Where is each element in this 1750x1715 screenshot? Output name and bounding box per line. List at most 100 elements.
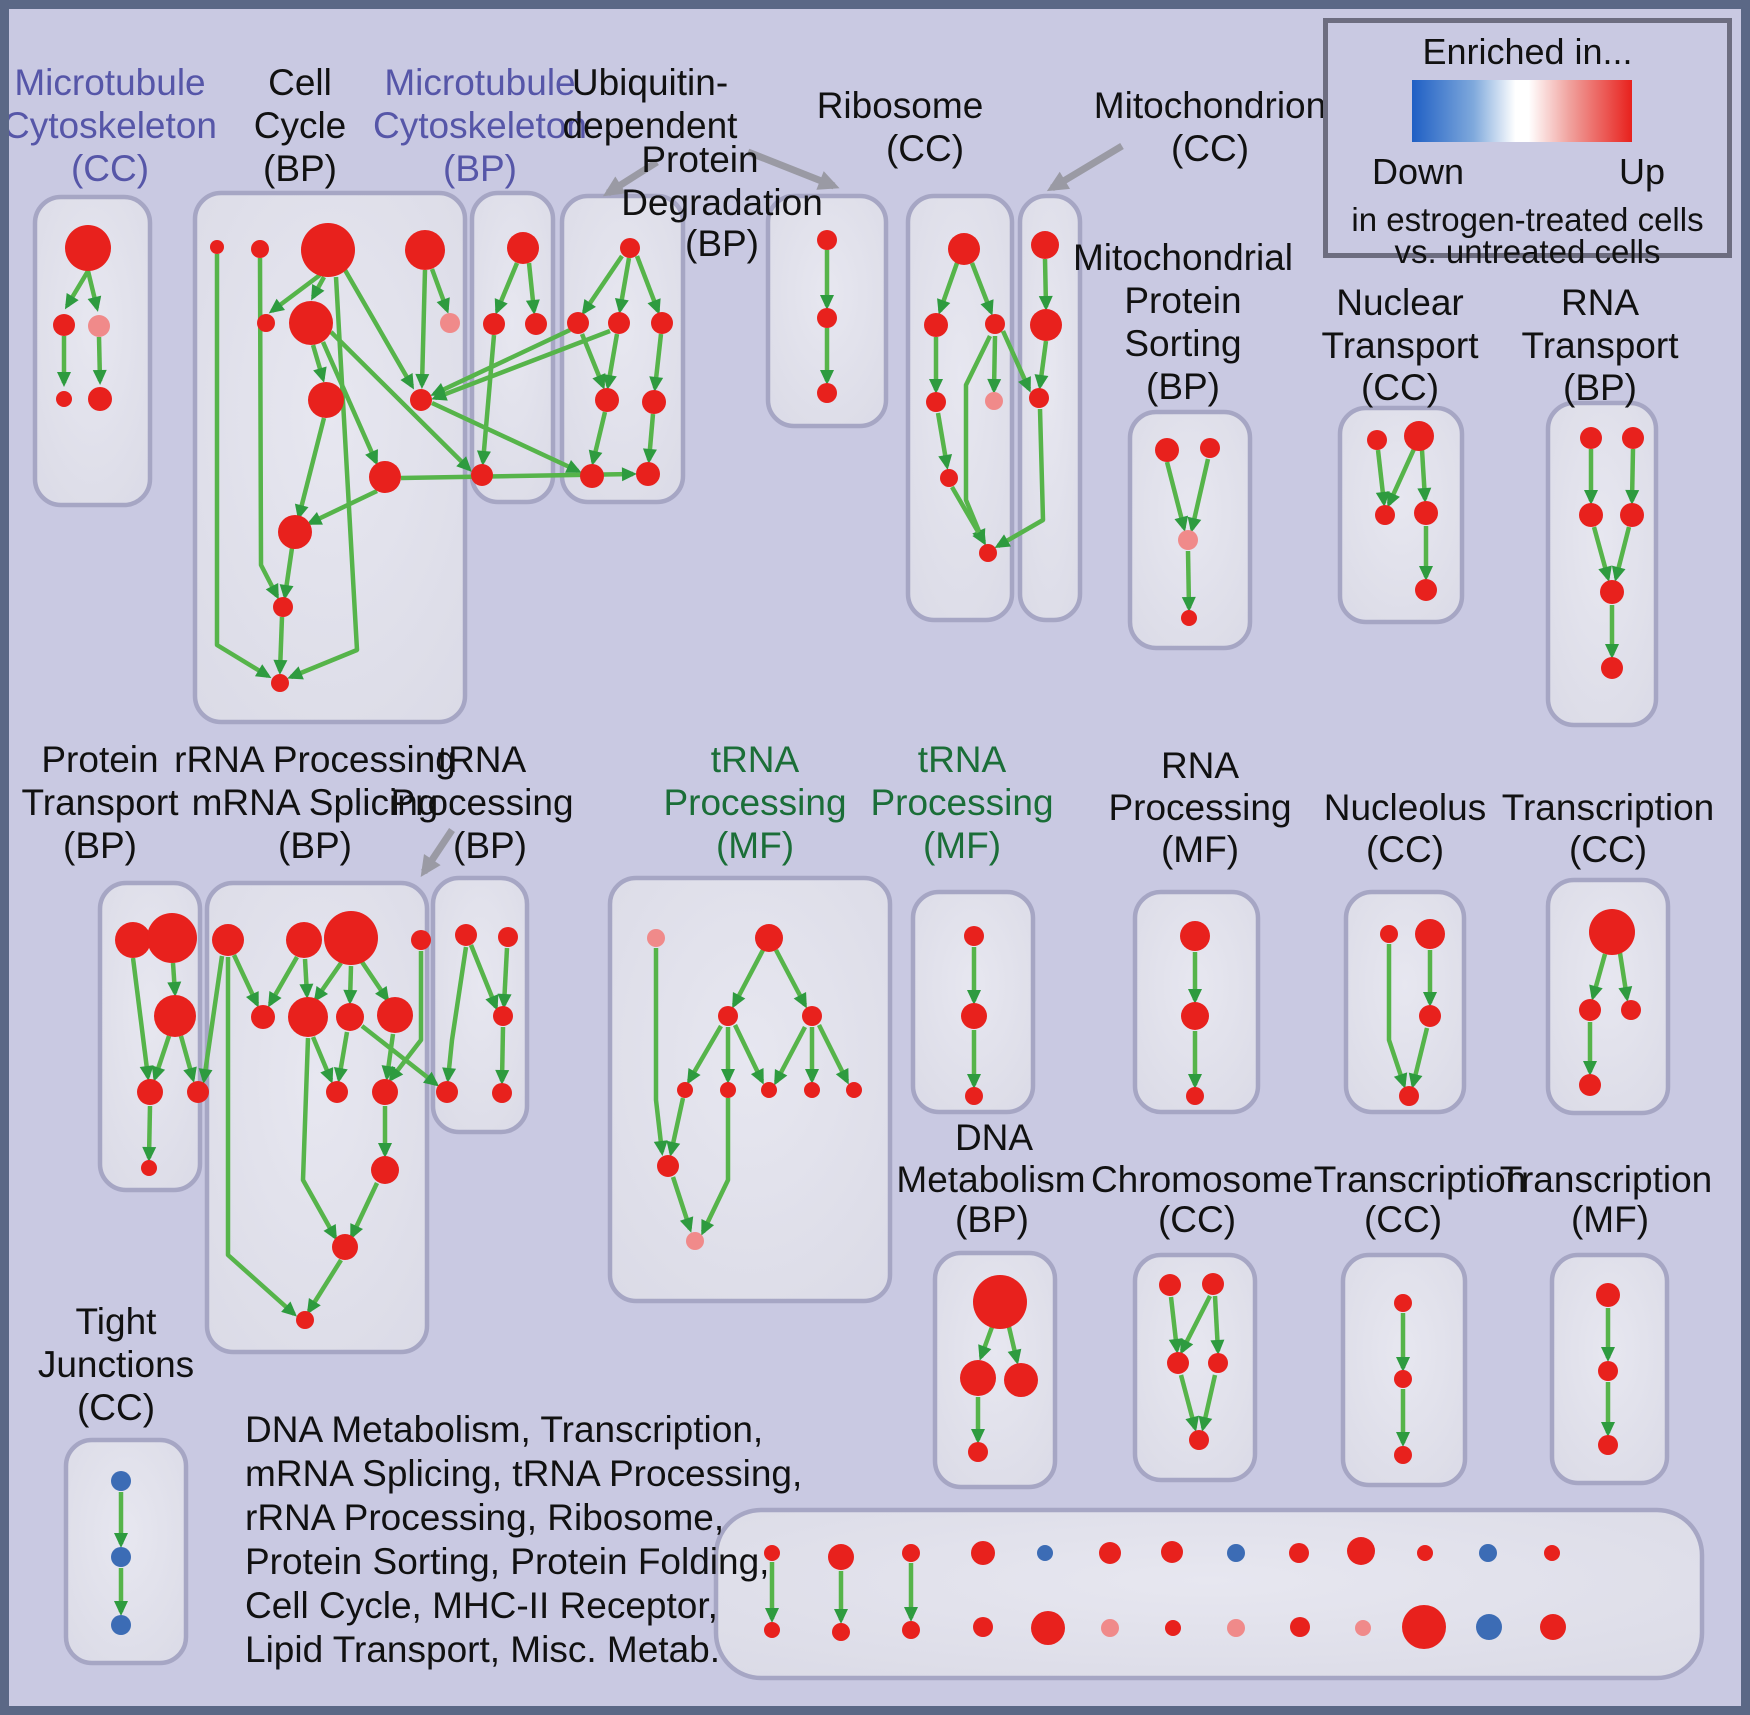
misc-terms-line: mRNA Splicing, tRNA Processing, [245,1453,803,1494]
relation-edge [732,1024,765,1085]
relation-edge [300,1037,337,1241]
relation-edge [1006,1326,1022,1365]
relation-edge [1178,1374,1199,1432]
go-term-node [1620,503,1644,527]
relation-edge [579,333,606,390]
legend-up-label: Up [1618,151,1666,192]
cluster-label: (BP) [955,1199,1029,1240]
relation-edge [431,328,611,401]
relation-edge [415,269,430,389]
go-term-node [764,1545,780,1561]
go-term-node [985,392,1003,410]
relation-edge [1187,458,1211,533]
go-term-node [608,312,630,334]
cluster-label: (MF) [716,825,794,866]
relation-edge [1210,1295,1225,1355]
go-term-node [1621,1000,1641,1020]
cluster-label: Processing [390,782,573,823]
relation-edge [92,336,107,385]
go-term-node [1375,505,1395,525]
go-term-node [271,674,289,692]
go-term-node [369,461,401,493]
cluster-box-microtubule-cytoskeleton-cc [32,194,153,508]
relation-edge [670,1176,694,1233]
go-term-node [455,924,477,946]
relation-edge [468,944,499,1011]
relation-edge [1589,953,1608,1001]
relation-edge [360,1024,440,1087]
cluster-label: Tight [76,1301,158,1342]
relation-edge [381,1033,396,1081]
go-term-node [1394,1446,1412,1464]
go-term-node [1029,388,1049,408]
go-term-node [1202,1273,1224,1295]
go-term-node [1181,610,1197,626]
go-term-node [53,314,75,336]
relation-edge [634,255,661,315]
go-term-node [1598,1435,1618,1455]
go-term-node [968,1442,988,1462]
go-term-node [1596,1283,1620,1307]
go-term-node [1099,1542,1121,1564]
relation-edge [167,962,182,997]
go-term-node [926,392,946,412]
cluster-label: Transport [1322,325,1480,366]
cluster-label: (MF) [1161,829,1239,870]
go-term-node [1159,1274,1181,1296]
relation-edge [642,413,657,464]
cluster-label: (MF) [923,825,1001,866]
go-term-node [289,301,333,345]
relation-edge [1417,449,1432,503]
relation-edge [581,254,624,316]
go-term-node [326,1081,348,1103]
cluster-label: tRNA [438,739,527,780]
cluster-label: Mitochondrial [1073,237,1293,278]
go-term-node [973,1617,993,1637]
go-term-node [111,1471,131,1491]
relation-edge [614,257,632,314]
cluster-box-mixed-terms-strip [713,1507,1705,1681]
cluster-label: (BP) [453,825,527,866]
relation-edge [950,485,987,546]
go-term-node [301,223,355,277]
relation-edge [310,344,327,383]
relation-edge [430,327,571,397]
go-term-node [371,1156,399,1184]
go-term-node [1289,1543,1309,1563]
cluster-label: Processing [870,782,1053,823]
go-term-node [1165,1620,1181,1636]
go-term-node [686,1232,704,1250]
cluster-label: (CC) [71,148,149,189]
relation-edge [987,335,1002,394]
relation-edge [774,948,807,1009]
go-term-node [1580,427,1602,449]
relation-edge [937,262,960,315]
go-term-node [324,911,378,965]
relation-edge [602,333,620,390]
cluster-label: Nuclear [1336,282,1464,323]
relation-edge [85,270,102,312]
go-term-node [1227,1619,1245,1637]
go-term-node [1540,1614,1566,1640]
cluster-label: Transport [1522,325,1680,366]
relation-edge [935,412,953,470]
relation-edge [343,268,415,390]
relation-edge [268,955,299,1008]
relation-edge [329,330,472,472]
cluster-label: Ribosome [817,85,984,126]
go-term-node [88,315,110,337]
go-term-node [846,1082,862,1098]
cluster-label: Processing [663,782,846,823]
relation-edge [151,1035,172,1082]
go-term-node [761,1082,777,1098]
cluster-label: Transport [22,782,180,823]
go-term-node [498,927,518,947]
go-term-node [620,238,640,258]
go-term-node [405,230,445,270]
cluster-box-nuclear-transport-cc [1337,405,1465,625]
go-term-node [902,1621,920,1639]
relation-edge [343,965,358,1005]
go-term-node [965,1087,983,1105]
cluster-label: (CC) [886,128,964,169]
